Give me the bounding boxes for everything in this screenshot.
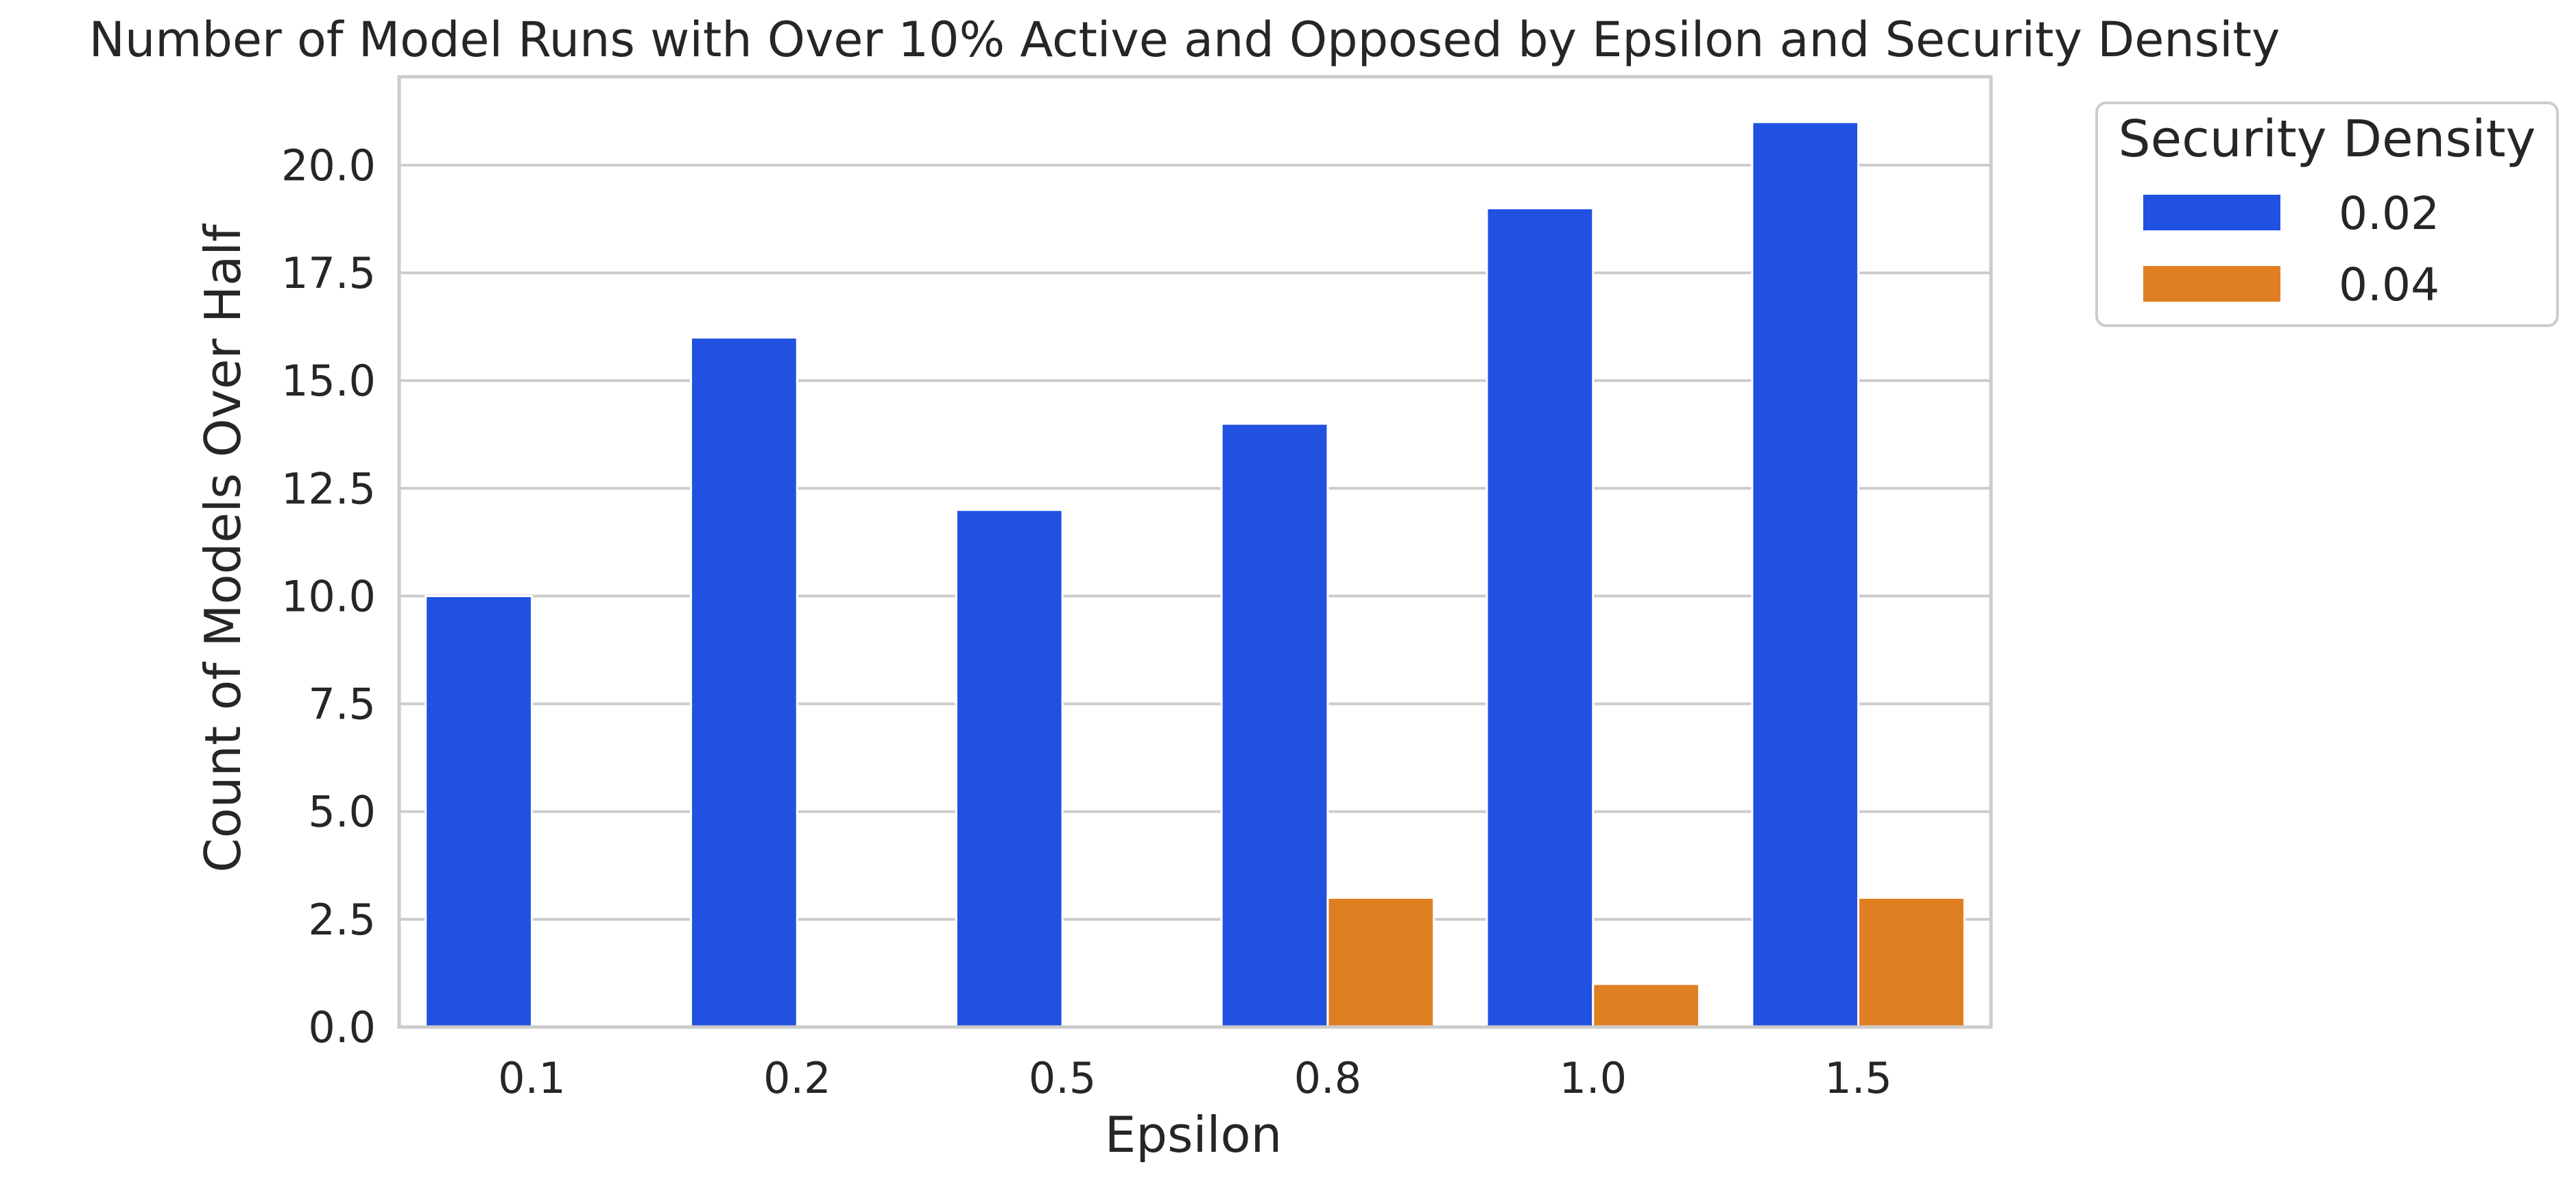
plot-area-frame xyxy=(397,75,1993,1029)
bar-0.02-0.1 xyxy=(425,594,533,1028)
bars xyxy=(425,121,1966,1028)
legend-label: 0.02 xyxy=(2339,187,2440,240)
x-axis-label: Epsilon xyxy=(1105,1106,1282,1163)
bar-0.02-0.5 xyxy=(955,509,1064,1028)
y-tick-label: 17.5 xyxy=(281,248,376,298)
x-tick-label: 0.5 xyxy=(1029,1053,1097,1103)
bar-0.02-0.8 xyxy=(1220,422,1329,1028)
bar-0.02-1.0 xyxy=(1486,207,1595,1028)
x-tick-label: 0.1 xyxy=(498,1053,566,1103)
bar-0.02-0.2 xyxy=(690,336,798,1028)
bar-0.04-1.5 xyxy=(1857,896,1966,1028)
legend-title: Security Density xyxy=(2119,110,2536,169)
y-axis-label: Count of Models Over Half xyxy=(194,224,252,873)
x-tick-labels: 0.1 0.2 0.5 0.8 1.0 1.5 xyxy=(498,1053,1892,1103)
y-tick-label: 7.5 xyxy=(308,679,376,729)
legend-swatch-0.04 xyxy=(2143,266,2280,302)
bar-0.02-1.5 xyxy=(1751,121,1860,1028)
y-tick-label: 12.5 xyxy=(281,463,376,514)
y-tick-label: 20.0 xyxy=(281,141,376,191)
x-tick-label: 1.5 xyxy=(1824,1053,1892,1103)
chart-title: Number of Model Runs with Over 10% Activ… xyxy=(89,12,2280,68)
y-tick-label: 2.5 xyxy=(308,895,376,945)
x-tick-label: 0.2 xyxy=(763,1053,831,1103)
y-tick-label: 10.0 xyxy=(281,571,376,621)
y-tick-label: 15.0 xyxy=(281,356,376,406)
x-tick-label: 0.8 xyxy=(1294,1053,1362,1103)
legend: Security Density 0.02 0.04 xyxy=(2095,101,2559,327)
x-tick-label: 1.0 xyxy=(1559,1053,1627,1103)
legend-label: 0.04 xyxy=(2339,258,2440,311)
legend-swatch-0.02 xyxy=(2143,195,2280,230)
legend-items: 0.02 0.04 xyxy=(2143,187,2440,311)
y-tick-labels: 0.0 2.5 5.0 7.5 10.0 12.5 15.0 17.5 20.0 xyxy=(281,141,376,1052)
y-tick-label: 5.0 xyxy=(308,787,376,837)
y-tick-label: 0.0 xyxy=(308,1002,376,1052)
bar-0.04-0.8 xyxy=(1326,896,1435,1028)
bar-0.04-1.0 xyxy=(1592,982,1700,1028)
grid-lines xyxy=(399,163,1991,1028)
